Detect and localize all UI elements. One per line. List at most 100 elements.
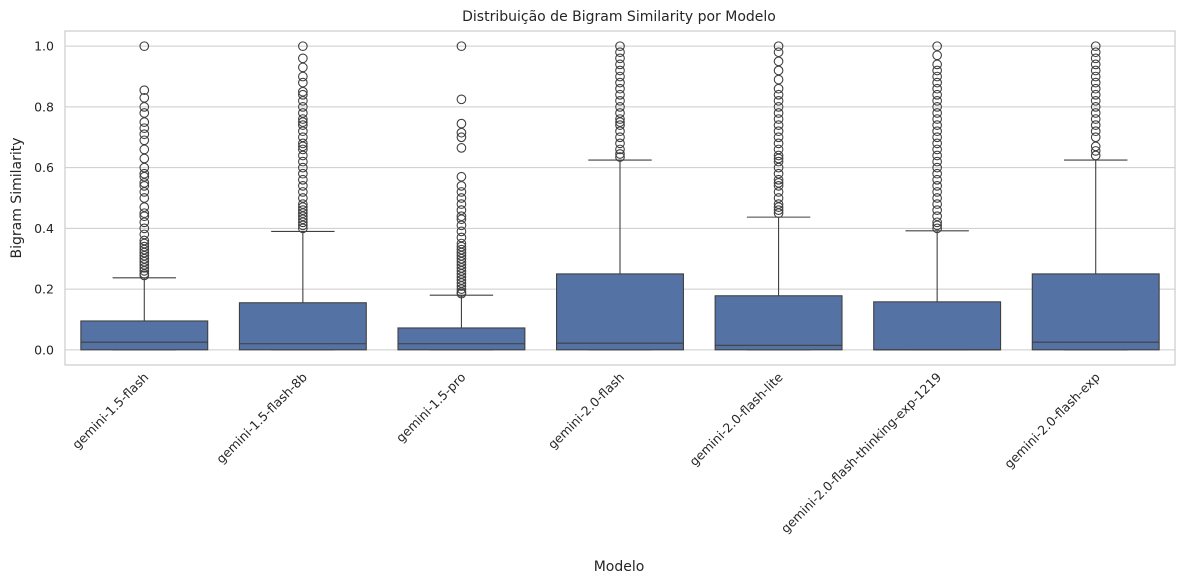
outlier-point: [932, 102, 942, 112]
outlier-point: [615, 77, 625, 88]
outlier-point: [932, 59, 942, 70]
box: [714, 295, 843, 351]
outlier-point: [773, 89, 784, 100]
box: [1031, 273, 1160, 351]
outlier-point: [932, 108, 942, 118]
outlier-point: [773, 102, 784, 112]
outlier-point: [932, 138, 942, 149]
x-tick-label: gemini-2.0-flash: [545, 370, 627, 452]
outlier-point: [773, 65, 784, 76]
outlier-point: [615, 144, 625, 155]
outlier-point: [615, 102, 625, 112]
x-tick-label: gemini-2.0-flash-exp: [1001, 369, 1103, 471]
outlier-point: [298, 114, 308, 124]
outlier-point: [298, 181, 308, 191]
box-group: [556, 41, 684, 351]
outlier-point: [456, 181, 467, 191]
outlier-point: [298, 168, 308, 179]
outlier-point: [298, 199, 308, 209]
box-group: [1031, 41, 1160, 351]
outlier-point: [139, 193, 150, 203]
outlier-point: [298, 62, 308, 73]
outlier-point: [139, 135, 150, 146]
outlier-point: [773, 174, 784, 185]
outlier-point: [773, 205, 784, 215]
outlier-point: [932, 168, 942, 179]
outlier-point: [773, 120, 784, 130]
outlier-point: [932, 205, 942, 215]
outlier-point: [139, 108, 150, 118]
outlier-point: [615, 47, 625, 58]
outlier-point: [456, 118, 467, 129]
outlier-point: [932, 50, 942, 61]
outlier-point: [298, 102, 308, 112]
outlier-point: [139, 123, 150, 134]
outlier-point: [615, 89, 625, 100]
outlier-point: [456, 94, 467, 105]
box-layer: [80, 41, 1160, 351]
outlier-point: [932, 199, 942, 209]
outlier-point: [139, 144, 150, 155]
outlier-point: [298, 53, 308, 64]
outlier-point: [298, 138, 308, 149]
outlier-point: [456, 244, 467, 255]
outlier-point: [139, 168, 150, 179]
outlier-point: [139, 41, 150, 52]
outlier-point: [932, 156, 942, 167]
outlier-point: [139, 202, 150, 212]
outlier-point: [932, 217, 942, 228]
outlier-point: [773, 83, 784, 94]
x-tick-labels: gemini-1.5-flash gemini-1.5-flash-8b gemin…: [69, 369, 1103, 536]
outlier-point: [1090, 77, 1101, 88]
outlier-point: [932, 132, 942, 143]
outlier-point: [298, 162, 308, 173]
outlier-point: [298, 174, 308, 185]
outlier-point: [615, 41, 625, 52]
outlier-point: [932, 65, 942, 76]
outlier-point: [456, 211, 467, 222]
outlier-point: [139, 241, 150, 252]
outlier-point: [456, 132, 467, 143]
y-tick-label: 0.6: [34, 160, 54, 175]
outlier-point: [298, 108, 308, 118]
outlier-point: [139, 223, 150, 234]
outlier-point: [932, 181, 942, 191]
outlier-point: [615, 138, 625, 149]
outlier-point: [139, 85, 150, 96]
outlier-point: [615, 83, 625, 94]
box: [397, 327, 526, 351]
outlier-point: [139, 229, 150, 240]
outlier-point: [1090, 59, 1101, 70]
x-tick-label: gemini-2.0-flash-lite: [686, 369, 786, 469]
outlier-point: [615, 108, 625, 118]
outlier-point: [298, 193, 308, 203]
outlier-point: [932, 114, 942, 124]
outlier-point: [456, 199, 467, 209]
y-tick-label: 0.0: [34, 342, 54, 357]
outlier-point: [1090, 65, 1101, 76]
outlier-point: [932, 162, 942, 173]
outlier-point: [456, 232, 467, 243]
outlier-point: [139, 208, 150, 219]
outlier-point: [932, 187, 942, 197]
outlier-point: [773, 132, 784, 143]
outlier-point: [1090, 102, 1101, 112]
outlier-point: [773, 156, 784, 167]
outlier-point: [1090, 41, 1101, 52]
outlier-point: [298, 89, 308, 100]
outlier-point: [932, 193, 942, 203]
outlier-point: [773, 168, 784, 179]
outlier-point: [773, 150, 784, 161]
outlier-point: [932, 126, 942, 137]
box-group: [873, 41, 1002, 351]
outlier-point: [773, 56, 784, 67]
outlier-point: [932, 95, 942, 106]
outlier-point: [773, 74, 784, 85]
x-tick-label: gemini-1.5-flash-8b: [213, 369, 310, 466]
outlier-point: [773, 199, 784, 209]
y-tick-labels: 0.0 0.2 0.4 0.6 0.8 1.0: [34, 39, 54, 358]
y-tick-label: 0.2: [34, 282, 54, 297]
box-group: [397, 41, 526, 351]
outlier-point: [139, 153, 150, 164]
